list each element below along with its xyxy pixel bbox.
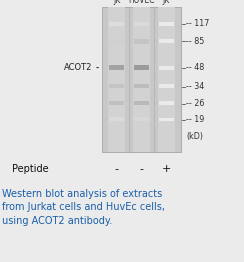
Bar bbox=[159, 22, 174, 26]
Bar bbox=[158, 7, 175, 152]
Bar bbox=[109, 117, 124, 121]
Bar bbox=[109, 101, 124, 105]
Bar bbox=[134, 117, 149, 121]
Text: +: + bbox=[162, 164, 171, 174]
Text: -- 19: -- 19 bbox=[186, 116, 204, 124]
Bar bbox=[108, 7, 125, 152]
Bar bbox=[134, 22, 149, 26]
Bar bbox=[159, 101, 174, 105]
Text: -- 48: -- 48 bbox=[186, 63, 204, 72]
Bar bbox=[109, 39, 124, 44]
Bar bbox=[159, 84, 174, 88]
Bar bbox=[134, 84, 149, 88]
Bar bbox=[159, 66, 174, 70]
Bar bbox=[159, 118, 174, 121]
Text: Peptide: Peptide bbox=[12, 164, 49, 174]
Text: -- 117: -- 117 bbox=[186, 19, 210, 29]
Bar bbox=[109, 22, 124, 26]
Bar bbox=[133, 7, 150, 152]
Text: -: - bbox=[114, 164, 119, 174]
Bar bbox=[109, 84, 124, 88]
Text: -- 26: -- 26 bbox=[186, 100, 204, 108]
Text: -: - bbox=[140, 164, 143, 174]
Text: JK: JK bbox=[113, 0, 120, 5]
Text: ACOT2: ACOT2 bbox=[64, 63, 93, 72]
Bar bbox=[159, 39, 174, 43]
Text: Western blot analysis of extracts
from Jurkat cells and HuvEc cells,
using ACOT2: Western blot analysis of extracts from J… bbox=[2, 189, 165, 226]
Text: (kD): (kD) bbox=[186, 132, 203, 141]
Bar bbox=[134, 39, 149, 44]
Text: HUVEC: HUVEC bbox=[128, 0, 155, 5]
Bar bbox=[134, 101, 149, 105]
Bar bbox=[102, 7, 181, 152]
Bar bbox=[134, 65, 149, 70]
Bar bbox=[109, 65, 124, 70]
Text: JK: JK bbox=[163, 0, 170, 5]
Text: -- 34: -- 34 bbox=[186, 82, 204, 91]
Text: -- 85: -- 85 bbox=[186, 37, 204, 46]
